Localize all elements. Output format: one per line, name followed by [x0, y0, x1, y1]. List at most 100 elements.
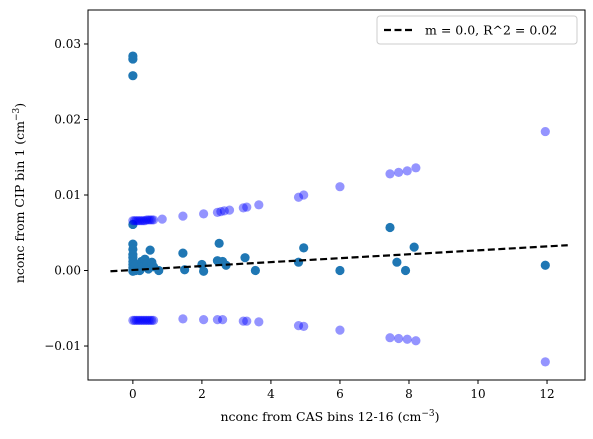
- data-point-series-2-56: [394, 333, 404, 344]
- data-point-series-2-58: [411, 336, 421, 346]
- data-point-series-2-53: [299, 321, 309, 331]
- data-point-series-2-5: [135, 216, 145, 226]
- data-point-series-2-15: [178, 211, 188, 221]
- data-point-series-2-49: [238, 316, 248, 326]
- x-tick-label: 10: [470, 387, 485, 401]
- data-point-series-2-50: [242, 316, 252, 326]
- data-point-series-2-32: [128, 315, 138, 325]
- data-point-series-1-27: [154, 265, 164, 276]
- data-point-series-1-37: [250, 265, 260, 276]
- data-point-series-2-46: [199, 314, 209, 325]
- data-point-series-2-31: [540, 126, 550, 137]
- data-point-series-2-59: [540, 357, 550, 367]
- data-point-series-2-28: [394, 167, 404, 177]
- data-point-series-2-18: [216, 207, 226, 217]
- legend: m = 0.0, R^2 = 0.02: [376, 15, 578, 45]
- x-tick-label: 0: [129, 387, 137, 401]
- data-point-series-2-42: [145, 315, 155, 325]
- x-tick-label: 4: [267, 387, 275, 401]
- data-point-series-2-27: [385, 169, 395, 179]
- data-point-series-2-6: [136, 216, 147, 226]
- data-point-series-1-28: [178, 248, 188, 258]
- data-point-series-2-52: [293, 321, 304, 331]
- data-point-series-2-34: [131, 315, 141, 325]
- data-point-series-2-25: [299, 190, 309, 200]
- data-point-series-2-44: [148, 315, 159, 325]
- x-tick-label: 8: [405, 387, 413, 401]
- x-axis-label-end: ): [435, 409, 440, 424]
- data-point-series-1-24: [145, 245, 155, 255]
- data-point-series-1-41: [385, 222, 395, 233]
- x-tick-label: 12: [539, 387, 554, 401]
- data-point-series-1-40: [335, 265, 345, 276]
- y-axis-label-main: nconc from CIP bin 1 (cm: [12, 121, 27, 283]
- axes-frame: [87, 9, 586, 381]
- data-point-series-2-2: [129, 216, 140, 226]
- data-point-series-2-22: [242, 202, 252, 212]
- y-tick-label: 0.01: [54, 188, 81, 202]
- data-point-series-2-36: [135, 315, 145, 325]
- data-point-series-2-55: [385, 333, 395, 343]
- data-point-series-2-37: [136, 315, 147, 325]
- legend-entry-label: m = 0.0, R^2 = 0.02: [425, 23, 557, 38]
- x-axis-label-superscript: −3: [421, 409, 435, 419]
- axes-border: [87, 9, 586, 381]
- data-point-series-2-10: [143, 215, 153, 225]
- data-point-series-1-33: [214, 238, 224, 248]
- data-point-series-1-38: [293, 257, 304, 267]
- data-point-series-2-3: [131, 216, 141, 226]
- data-point-series-2-17: [212, 207, 223, 217]
- data-point-series-1-42: [392, 257, 402, 267]
- data-point-series-2-57: [402, 334, 412, 344]
- data-point-series-2-41: [143, 315, 153, 325]
- data-point-series-1-43: [400, 265, 411, 276]
- legend-box: [376, 15, 578, 45]
- data-point-series-2-13: [148, 215, 159, 225]
- data-point-series-2-11: [145, 215, 155, 225]
- data-point-series-1-39: [299, 243, 309, 253]
- data-point-series-2-7: [138, 216, 148, 226]
- data-point-series-2-9: [142, 215, 152, 225]
- y-tick-label: 0.03: [54, 37, 81, 51]
- data-point-series-1-31: [199, 266, 209, 276]
- data-point-series-2-33: [129, 315, 140, 325]
- data-point-series-2-16: [199, 209, 209, 219]
- data-point-series-2-29: [402, 166, 412, 176]
- data-point-series-2-23: [254, 200, 264, 210]
- data-point-series-2-26: [335, 182, 345, 192]
- data-point-series-2-12: [147, 215, 157, 225]
- data-point-series-1-4: [128, 219, 138, 230]
- data-point-series-2-35: [133, 315, 143, 325]
- data-point-series-2-54: [335, 325, 345, 335]
- data-point-series-2-19: [219, 206, 229, 216]
- data-point-series-2-45: [178, 314, 188, 324]
- y-axis-label-superscript: −3: [12, 107, 22, 121]
- data-point-series-2-39: [140, 315, 150, 325]
- data-point-series-1-44: [409, 242, 419, 252]
- fit-line-layer: [110, 244, 568, 273]
- x-axis-ticks: 0 2 4 6 8 10 12: [129, 380, 555, 401]
- data-point-series-1-3: [128, 71, 138, 81]
- data-point-series-2-1: [128, 216, 138, 226]
- data-point-series-2-38: [138, 315, 148, 325]
- x-axis-label: nconc from CAS bins 12-16 (cm−3): [220, 409, 439, 424]
- y-tick-label: 0.00: [54, 264, 81, 278]
- y-tick-label: −0.01: [44, 339, 81, 353]
- data-point-series-2-14: [157, 214, 167, 224]
- data-point-series-1-2: [128, 54, 138, 64]
- y-tick-label: 0.02: [54, 112, 81, 126]
- data-point-series-2-47: [212, 314, 223, 325]
- x-axis-label-main: nconc from CAS bins 12-16 (cm: [220, 409, 421, 424]
- data-point-series-2-20: [224, 205, 235, 215]
- data-point-series-1-45: [540, 260, 550, 270]
- data-point-series-2-40: [142, 315, 152, 325]
- data-point-series-2-4: [133, 216, 143, 226]
- data-point-series-2-48: [218, 314, 228, 325]
- data-point-series-1-36: [240, 253, 250, 263]
- data-point-series-2-43: [147, 315, 157, 325]
- y-axis-ticks: −0.01 0.00 0.01 0.02 0.03: [44, 37, 88, 353]
- x-tick-label: 2: [198, 387, 206, 401]
- x-tick-label: 6: [336, 387, 344, 401]
- regression-fit-line: [110, 244, 568, 273]
- data-point-series-2-21: [238, 203, 248, 213]
